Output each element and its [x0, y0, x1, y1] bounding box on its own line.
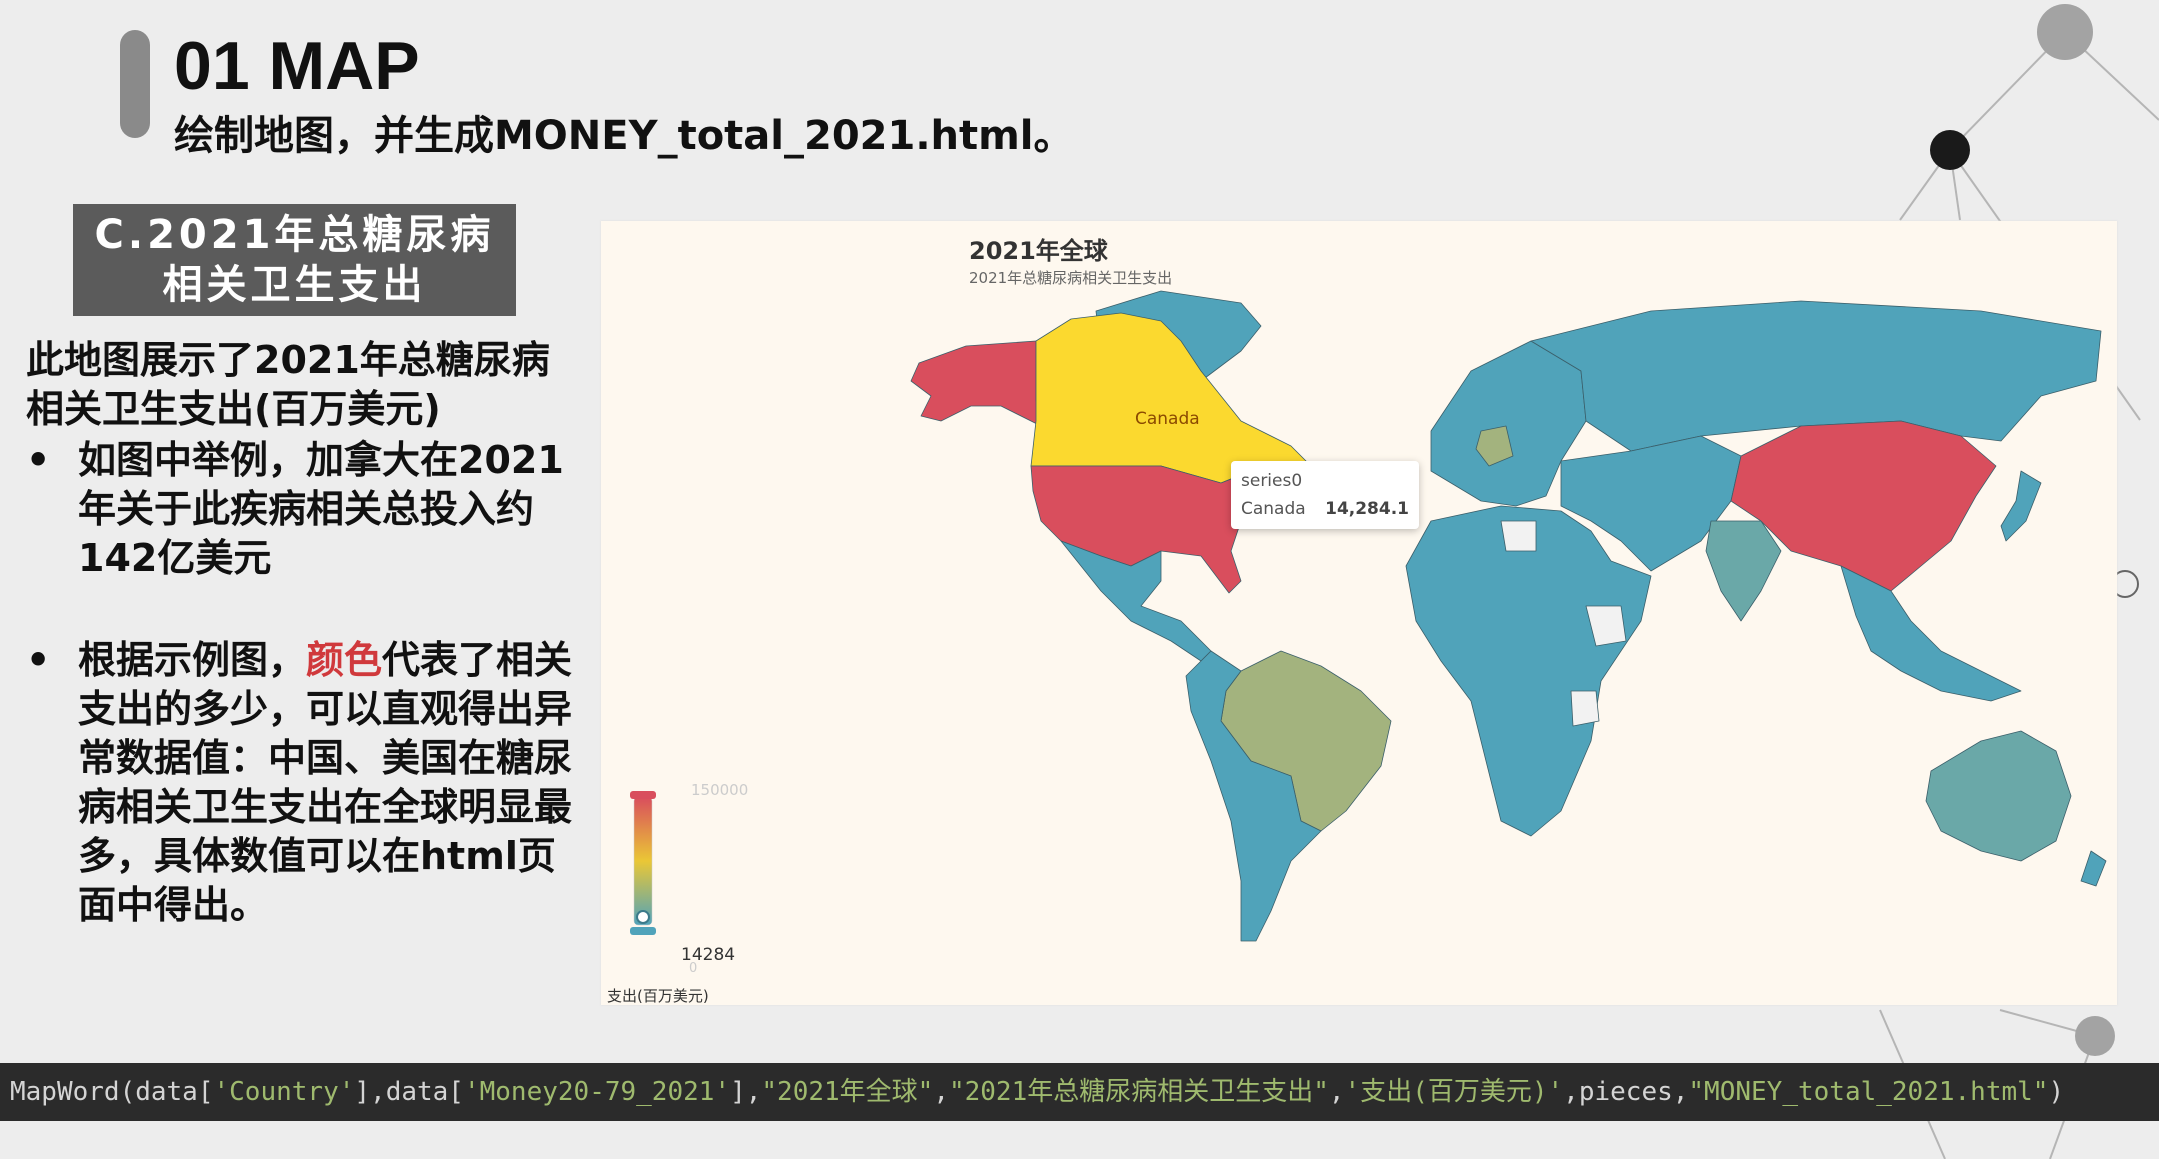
region-new-zealand: [2080, 850, 2107, 887]
code-arg-filename: "MONEY_total_2021.html": [1688, 1077, 2049, 1107]
intro-text: 此地图展示了2021年总糖尿病相关卫生支出(百万美元): [26, 338, 550, 431]
bullet-dot: •: [26, 638, 51, 682]
bullet-dot: •: [26, 438, 51, 482]
region-mexico: [1060, 540, 1212, 662]
bullet-highlight: 颜色: [306, 638, 383, 682]
section-heading-line2: 相关卫生支出: [162, 262, 427, 308]
code-punct: ],: [730, 1077, 762, 1107]
region-south-america: [1185, 650, 1322, 942]
legend-min-label: 14284: [681, 945, 736, 965]
code-fn: MapWord(data[: [10, 1077, 214, 1107]
code-arg-country: 'Country': [213, 1077, 355, 1107]
region-australia: [1925, 730, 2072, 862]
region-germany: [1475, 425, 1514, 467]
map-title: 2021年全球: [969, 237, 1108, 265]
deco-circle-gray: [2037, 4, 2093, 60]
map-panel[interactable]: 2021年全球 2021年总糖尿病相关卫生支出 Canada series0 C…: [601, 221, 2117, 1005]
deco-circle-gray-small: [2075, 1016, 2115, 1056]
bullet-text: 如图中举例，加拿大在2021年关于此疾病相关总投入约142亿美元: [78, 438, 564, 580]
region-ethiopia: [1585, 605, 1627, 647]
region-alaska: [910, 340, 1052, 427]
map-subtitle: 2021年总糖尿病相关卫生支出: [969, 269, 1173, 287]
region-russia: [1530, 300, 2102, 452]
code-punct: ],data[: [354, 1077, 464, 1107]
code-punct: ,pieces,: [1563, 1077, 1689, 1107]
legend-zero-label: 0: [689, 961, 698, 976]
region-tanzania: [1570, 690, 1600, 727]
tooltip-country: Canada: [1241, 499, 1306, 519]
legend-name: 支出(百万美元): [607, 987, 709, 1005]
region-libya: [1500, 520, 1537, 552]
bullet-item-canada: • 如图中举例，加拿大在2021年关于此疾病相关总投入约142亿美元: [26, 436, 586, 583]
region-africa: [1405, 505, 1652, 837]
bullet-item-color: • 根据示例图，颜色代表了相关支出的多少，可以直观得出异常数据值：中国、美国在糖…: [26, 636, 586, 930]
legend-handle-top: [630, 791, 656, 799]
code-arg-money: 'Money20-79_2021': [463, 1077, 731, 1107]
legend-indicator: [636, 910, 650, 924]
region-china: [1730, 420, 1997, 592]
bullet-text-pre: 根据示例图，: [78, 638, 307, 682]
region-se-asia: [1840, 565, 2022, 702]
code-punct: ,: [933, 1077, 949, 1107]
code-punct: ,: [1328, 1077, 1345, 1107]
code-line: MapWord(data['Country'],data['Money20-79…: [0, 1063, 2159, 1121]
code-punct: ): [2048, 1077, 2065, 1107]
code-arg-subtitle: "2021年总糖尿病相关卫生支出": [948, 1077, 1329, 1107]
region-japan: [2000, 470, 2042, 542]
world-map[interactable]: [601, 221, 2117, 1005]
section-heading-line1: C.2021年总糖尿病: [94, 212, 495, 258]
legend-gradient-bar: [633, 796, 653, 926]
code-arg-title: "2021年全球": [761, 1077, 934, 1107]
deco-circle-black: [1930, 130, 1970, 170]
region-west-asia: [1560, 435, 1742, 572]
page-title: 01 MAP: [174, 28, 420, 104]
legend-max-label: 150000: [691, 781, 749, 799]
section-heading-box: C.2021年总糖尿病 相关卫生支出: [73, 204, 516, 316]
region-india: [1705, 520, 1782, 622]
bullet-text-post: 代表了相关支出的多少，可以直观得出异常数据值：中国、美国在糖尿病相关卫生支出在全…: [78, 638, 573, 927]
legend-handle-bottom: [630, 927, 656, 935]
map-country-label: Canada: [1135, 409, 1200, 429]
tooltip-value: 14,284.1: [1325, 499, 1409, 519]
map-tooltip: series0 Canada 14,284.1: [1231, 461, 1419, 529]
page-subtitle: 绘制地图，并生成MONEY_total_2021.html。: [174, 113, 1074, 159]
tooltip-series: series0: [1241, 471, 1303, 491]
code-arg-unit: '支出(百万美元)': [1344, 1077, 1564, 1107]
title-accent-bar: [120, 30, 150, 138]
region-canada: [1030, 312, 1312, 484]
bullet-text: 根据示例图，颜色代表了相关支出的多少，可以直观得出异常数据值：中国、美国在糖尿病…: [78, 636, 586, 930]
